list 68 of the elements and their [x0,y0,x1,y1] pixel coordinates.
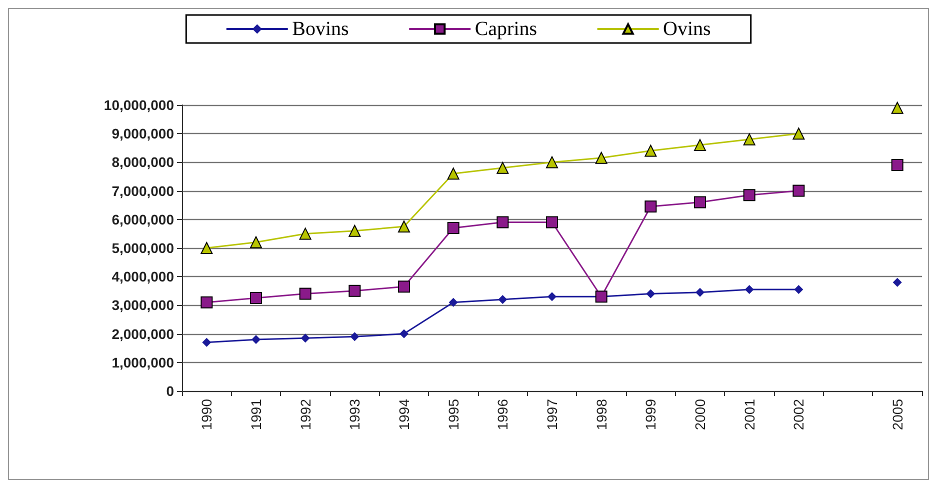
y-tick-label: 4,000,000 [112,268,174,285]
point [200,242,213,254]
y-tick-label: 2,000,000 [112,326,174,342]
point [398,220,410,233]
y-tick-label: 0 [166,383,174,399]
point [448,298,458,307]
x-tick-label: 1997 [544,398,560,430]
point [696,288,704,297]
point [398,280,410,293]
x-tick-label: 1995 [445,398,462,430]
point [348,284,361,297]
point [299,288,312,300]
point [595,152,608,164]
point [743,133,756,146]
point [743,189,756,202]
point [447,222,460,234]
x-tick-label: 1990 [198,398,215,430]
point [250,236,262,248]
x-tick-label: 2002 [790,398,807,430]
x-tick-label: 1993 [346,398,363,430]
x-tick-label: 1994 [396,398,412,430]
point [447,168,460,180]
point [252,335,260,344]
point [548,292,556,302]
legend-label: Bovins [292,18,350,40]
x-tick-label: 2001 [741,398,758,430]
point [250,292,262,304]
point [496,216,509,228]
point [644,144,657,157]
x-tick-label: 1992 [297,398,314,430]
x-tick-label: 1996 [494,398,511,430]
point [400,329,408,338]
y-tick-label: 1,000,000 [112,354,174,370]
point [498,294,508,304]
point [546,156,558,168]
x-tick-label: 2005 [889,398,906,430]
point [299,228,312,240]
x-tick-label: 1998 [593,398,610,430]
point [892,278,902,287]
y-tick-label: 6,000,000 [112,211,174,228]
point [350,332,360,342]
point [644,200,657,213]
y-tick-label: 3,000,000 [112,297,174,314]
y-tick-label: 9,000,000 [112,126,174,142]
y-tick-label: 8,000,000 [112,154,174,170]
y-tick-label: 5,000,000 [112,240,174,256]
point [891,159,904,172]
point [744,284,754,294]
point [891,102,904,114]
y-tick-label: 10,000,000 [104,97,174,113]
point [792,128,805,140]
point [546,216,558,228]
point [202,338,212,347]
point [348,224,361,237]
point [646,289,656,298]
y-tick-label: 7,000,000 [112,182,174,199]
point [694,196,706,208]
point [300,334,310,343]
point [792,184,805,197]
point [794,284,804,294]
point [496,162,509,174]
x-tick-label: 2000 [692,398,708,430]
x-tick-label: 1999 [642,398,659,430]
point [694,139,706,152]
x-tick-label: 1991 [248,398,264,430]
legend-label: Ovins [663,18,712,40]
legend-label: Caprins [474,18,538,40]
point [200,296,213,308]
